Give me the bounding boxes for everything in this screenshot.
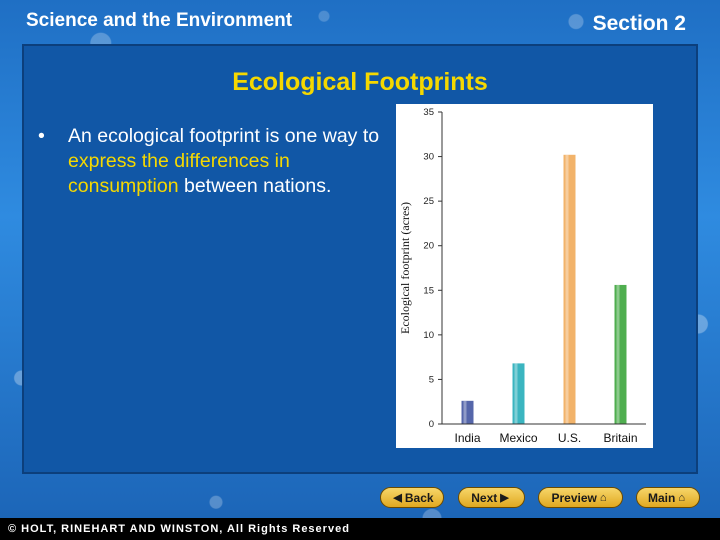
y-tick-label: 30	[423, 152, 434, 163]
y-tick-label: 35	[423, 107, 434, 118]
footprint-chart: 0 5 10 15 20 25 30 35 India Mexico U.S. Britain Ec…	[396, 104, 653, 448]
y-axis-title: Ecological footprint (acres)	[398, 202, 412, 334]
home-icon: ⌂	[678, 491, 685, 504]
bar-highlight	[616, 284, 620, 424]
bullet-marker: •	[38, 125, 45, 147]
bullet-point: • An ecological footprint is one way to …	[38, 124, 383, 199]
category-label: India	[454, 431, 480, 445]
bullet-highlight: express the differences in consumption	[68, 150, 290, 197]
bar-highlight	[514, 363, 518, 424]
bar-highlight	[463, 400, 467, 424]
bullet-text-start: An ecological footprint is one way to	[68, 125, 380, 147]
section-label: Section 2	[592, 12, 686, 35]
category-label: U.S.	[558, 431, 581, 445]
y-tick-label: 25	[423, 196, 434, 207]
back-button[interactable]: ◀ Back	[380, 487, 444, 508]
bar-britain	[614, 284, 627, 424]
y-tick-label: 15	[423, 285, 434, 296]
preview-label: Preview	[551, 490, 597, 505]
bullet-text-end: between nations.	[178, 175, 332, 197]
next-button[interactable]: Next ▶	[458, 487, 525, 508]
y-tick-label: 10	[423, 330, 434, 341]
category-label: Mexico	[499, 431, 537, 445]
bullet-text: An ecological footprint is one way to ex…	[68, 124, 383, 199]
y-tick-label: 0	[429, 419, 434, 430]
chart-svg: 0 5 10 15 20 25 30 35 India Mexico U.S. Britain Ec…	[398, 107, 646, 445]
main-button[interactable]: Main ⌂	[636, 487, 700, 508]
y-tick-label: 20	[423, 241, 434, 252]
copyright-footer: © HOLT, RINEHART AND WINSTON, All Rights…	[0, 518, 720, 540]
bar-mexico	[512, 363, 525, 424]
course-title: Science and the Environment	[26, 10, 293, 31]
slide-title: Ecological Footprints	[232, 68, 488, 96]
chevron-right-icon: ▶	[500, 492, 509, 504]
next-label: Next	[471, 490, 498, 505]
bar-highlight	[565, 154, 569, 424]
chevron-left-icon: ◀	[393, 492, 402, 504]
home-icon: ⌂	[599, 491, 607, 504]
bar-us	[563, 154, 576, 424]
back-label: Back	[404, 490, 434, 505]
preview-button[interactable]: Preview ⌂	[538, 487, 623, 508]
category-label: Britain	[603, 431, 637, 445]
y-tick-label: 5	[429, 374, 434, 385]
bar-india	[461, 400, 474, 424]
main-label: Main	[648, 490, 676, 505]
